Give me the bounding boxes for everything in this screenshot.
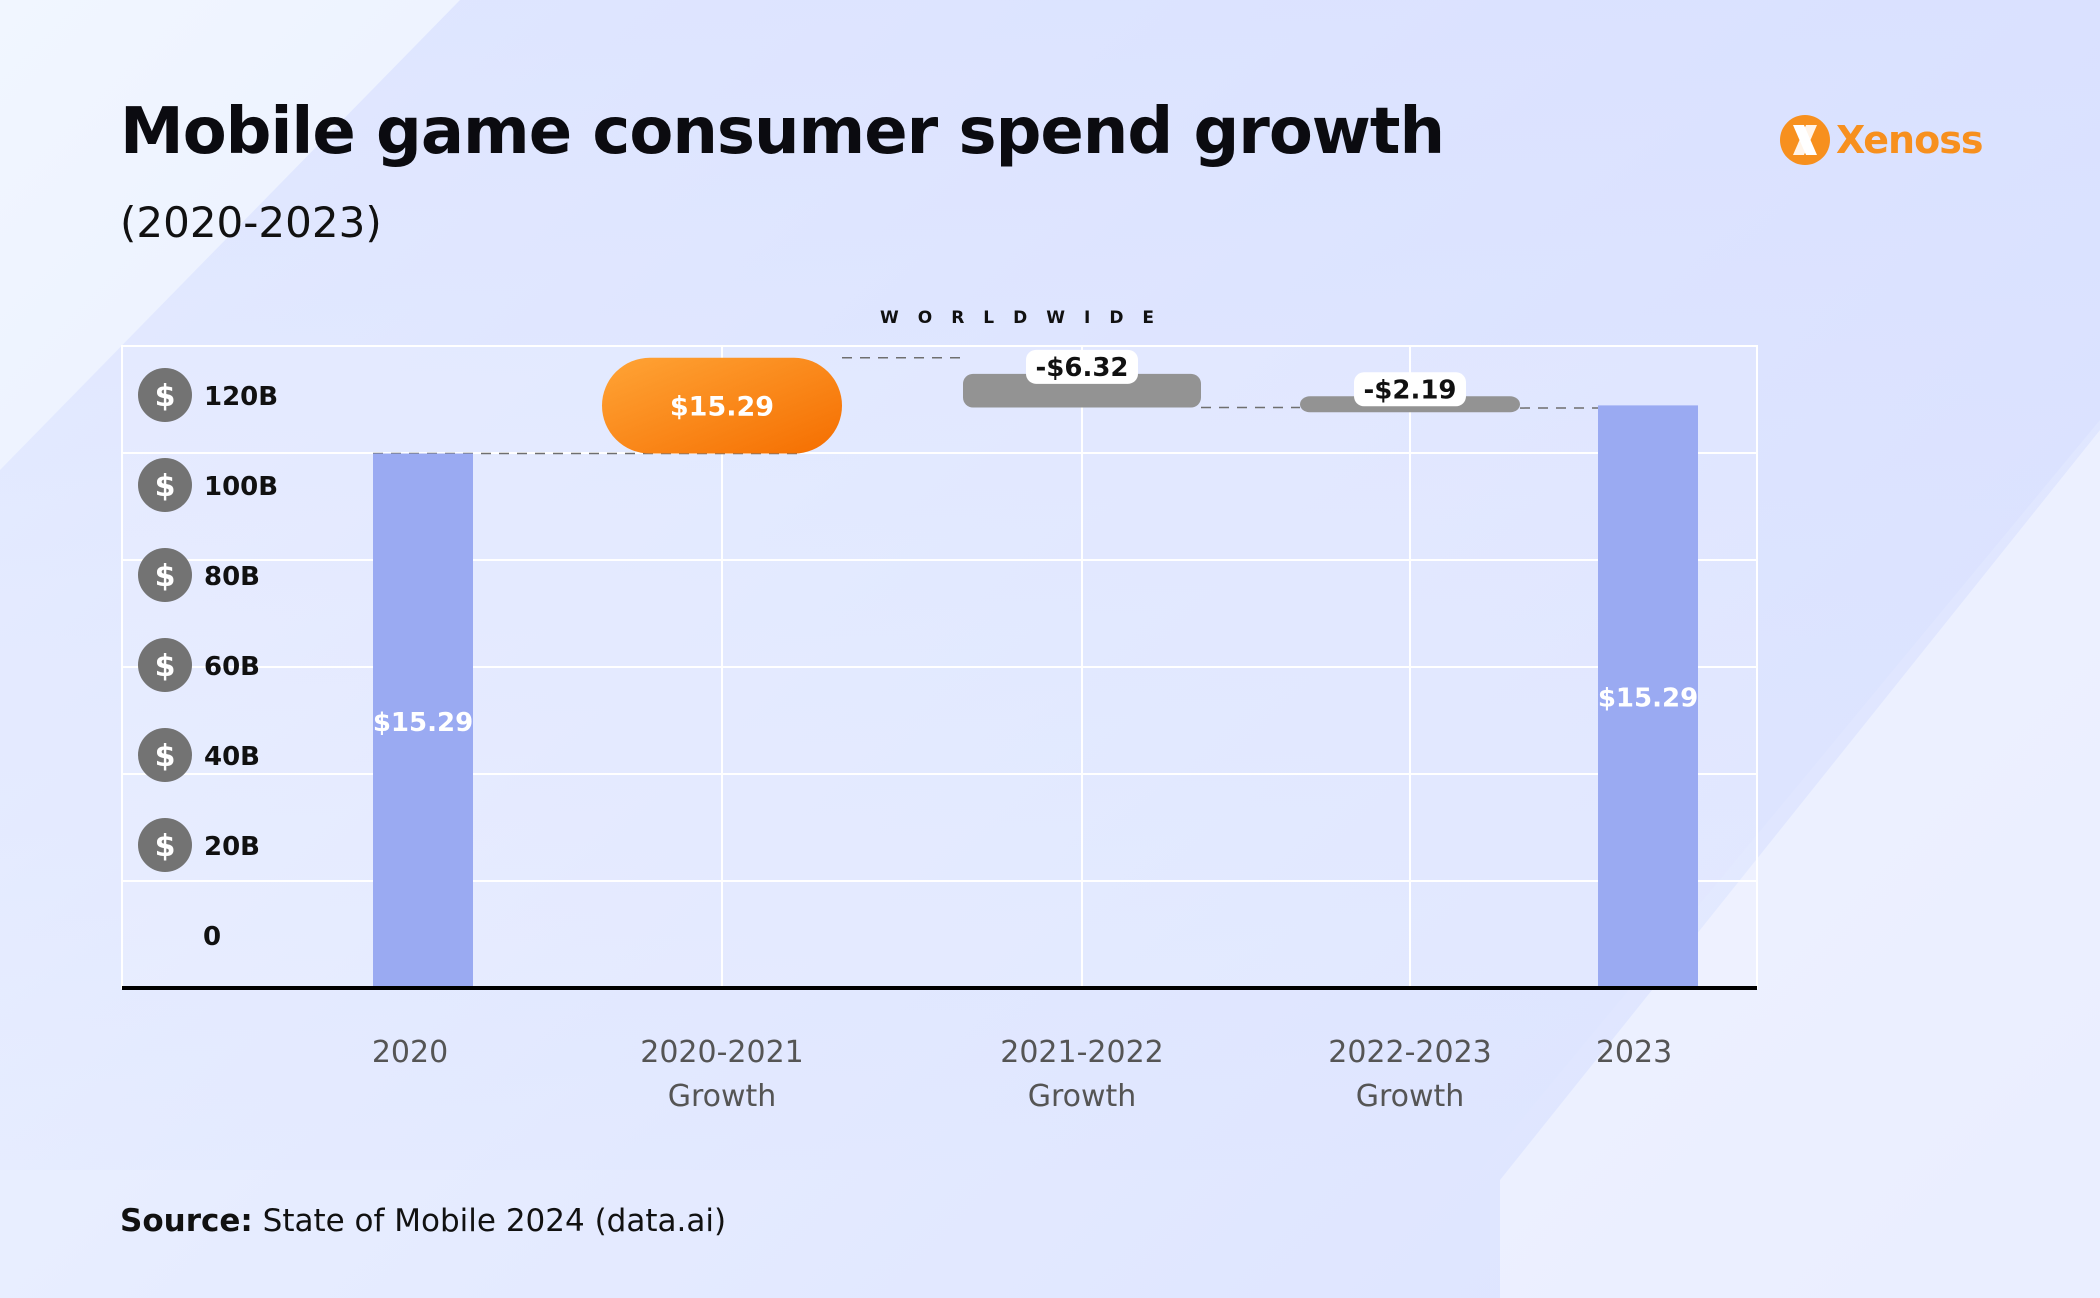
dollar-icon-glyph: $ [155, 559, 176, 594]
x-tick-label: 2021-2022 [1000, 1035, 1164, 1070]
chart-region-label: WORLDWIDE [880, 308, 1174, 328]
bar-value-label: -$2.19 [1363, 375, 1456, 405]
source-label: Source: [120, 1203, 253, 1239]
x-tick-label: 2023 [1596, 1035, 1672, 1070]
chart-title: Mobile game consumer spend growth [120, 95, 1445, 169]
y-axis: 0 $ 20B $ 40B $ 60B $ 80B $ 100B $ 120B [138, 368, 278, 952]
y-tick-label: 120B [204, 382, 278, 412]
decrease-bar [963, 373, 1201, 408]
decrease-label-pill [1026, 349, 1138, 384]
x-tick-label: 2022-2023 [1328, 1035, 1492, 1070]
dollar-icon-glyph: $ [155, 739, 176, 774]
total-bar [373, 453, 473, 988]
y-tick-label: 20B [204, 832, 260, 862]
dollar-icon [138, 458, 192, 512]
chart-subtitle: (2020-2023) [120, 198, 382, 247]
dollar-icon [138, 818, 192, 872]
source-text: State of Mobile 2024 (data.ai) [262, 1203, 727, 1239]
dollar-icon-glyph: $ [155, 829, 176, 864]
dollar-icon-glyph: $ [155, 469, 176, 504]
bar-value-label: $15.29 [670, 392, 774, 423]
y-tick-label: 100B [204, 472, 278, 502]
bar-value-label: $15.29 [373, 708, 473, 738]
dollar-icon [138, 548, 192, 602]
chart-gridlines [121, 345, 1758, 989]
x-tick-label-line2: Growth [1356, 1079, 1465, 1114]
increase-bar [602, 357, 842, 454]
y-tick-label: 0 [203, 922, 221, 952]
x-axis: 2020 2020-2021 Growth 2021-2022 Growth 2022-2… [122, 986, 1757, 1114]
x-tick-label-line2: Growth [1028, 1079, 1137, 1114]
y-tick-label: 40B [204, 742, 260, 772]
bar-value-label: -$6.32 [1035, 353, 1128, 383]
dollar-icon [138, 368, 192, 422]
logo-text: Xenoss [1836, 118, 1983, 162]
xenoss-logo-icon [1780, 115, 1830, 165]
y-tick-label: 80B [204, 562, 260, 592]
dollar-icon-glyph: $ [155, 649, 176, 684]
chart-data-labels: $15.29 $15.29 -$6.32 -$2.19 $15.29 [373, 349, 1698, 738]
dollar-icon [138, 728, 192, 782]
source-note: Source: State of Mobile 2024 (data.ai) [120, 1203, 726, 1239]
decrease-label-pill [1354, 372, 1466, 407]
xenoss-logo: Xenoss [1778, 112, 1983, 168]
dollar-icon [138, 638, 192, 692]
x-tick-label-line2: Growth [668, 1079, 777, 1114]
y-tick-label: 60B [204, 652, 260, 682]
bar-value-label: $15.29 [1598, 684, 1698, 714]
chart-bars [373, 357, 1698, 988]
dollar-icon-glyph: $ [155, 379, 176, 414]
x-tick-label: 2020 [372, 1035, 448, 1070]
x-tick-label: 2020-2021 [640, 1035, 804, 1070]
total-bar [1598, 405, 1698, 988]
